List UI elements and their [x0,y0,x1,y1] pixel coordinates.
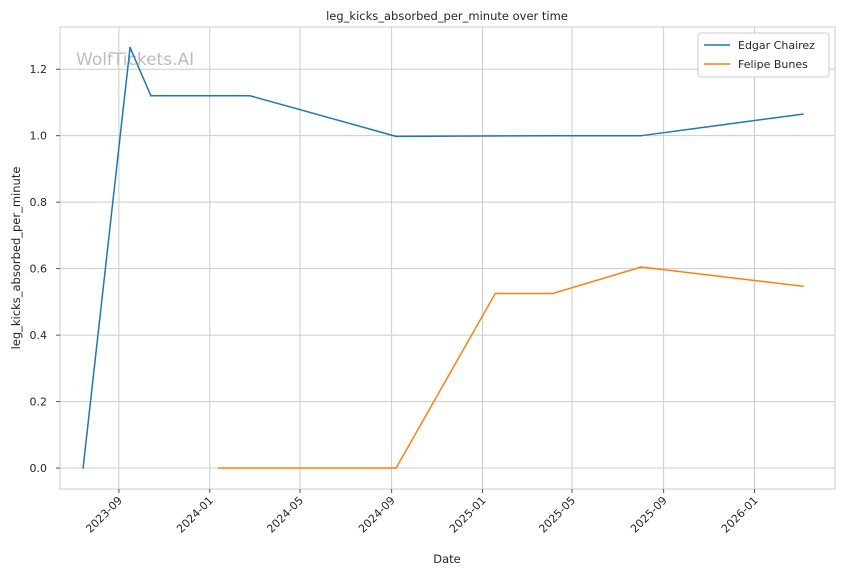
data-point-edgar-chairez [802,113,804,115]
data-point-edgar-chairez [395,135,397,138]
series-line-felipe-bunes [218,266,804,469]
data-point-felipe-bunes [551,292,554,295]
y-tick-label: 1.0 [30,130,48,143]
plot-area-frame [59,26,836,490]
data-point-felipe-bunes [640,266,643,268]
x-axis-title: Date [433,552,461,566]
y-tick-label: 0.8 [30,196,48,209]
data-point-edgar-chairez [129,46,131,49]
data-point-felipe-bunes [802,285,804,288]
series-line-edgar-chairez [82,46,804,469]
y-tick-label: 0.4 [30,329,48,342]
series-layer [82,46,804,469]
data-point-edgar-chairez [150,95,152,97]
data-point-edgar-chairez [551,134,554,137]
data-point-edgar-chairez [82,467,84,469]
data-point-felipe-bunes [494,292,496,295]
y-tick-label: 0.2 [30,396,48,409]
data-point-felipe-bunes [395,467,397,469]
legend: Edgar Chairez Felipe Bunes [697,32,830,78]
data-point-edgar-chairez [640,134,643,137]
legend-box [697,32,830,78]
y-tick-label: 1.2 [30,63,48,76]
data-point-edgar-chairez [249,95,251,97]
legend-label-felipe-bunes: Felipe Bunes [738,58,808,71]
y-tick-label: 0.0 [30,462,48,475]
chart-title: leg_kicks_absorbed_per_minute over time [326,9,568,23]
y-tick-label: 0.6 [30,263,48,276]
data-point-felipe-bunes [217,467,220,469]
y-axis-ticks: 0.0 0.2 0.4 0.6 0.8 1.0 1.2 [30,63,60,475]
y-axis-title: leg_kicks_absorbed_per_minute [9,167,23,350]
legend-label-edgar-chairez: Edgar Chairez [738,39,815,52]
